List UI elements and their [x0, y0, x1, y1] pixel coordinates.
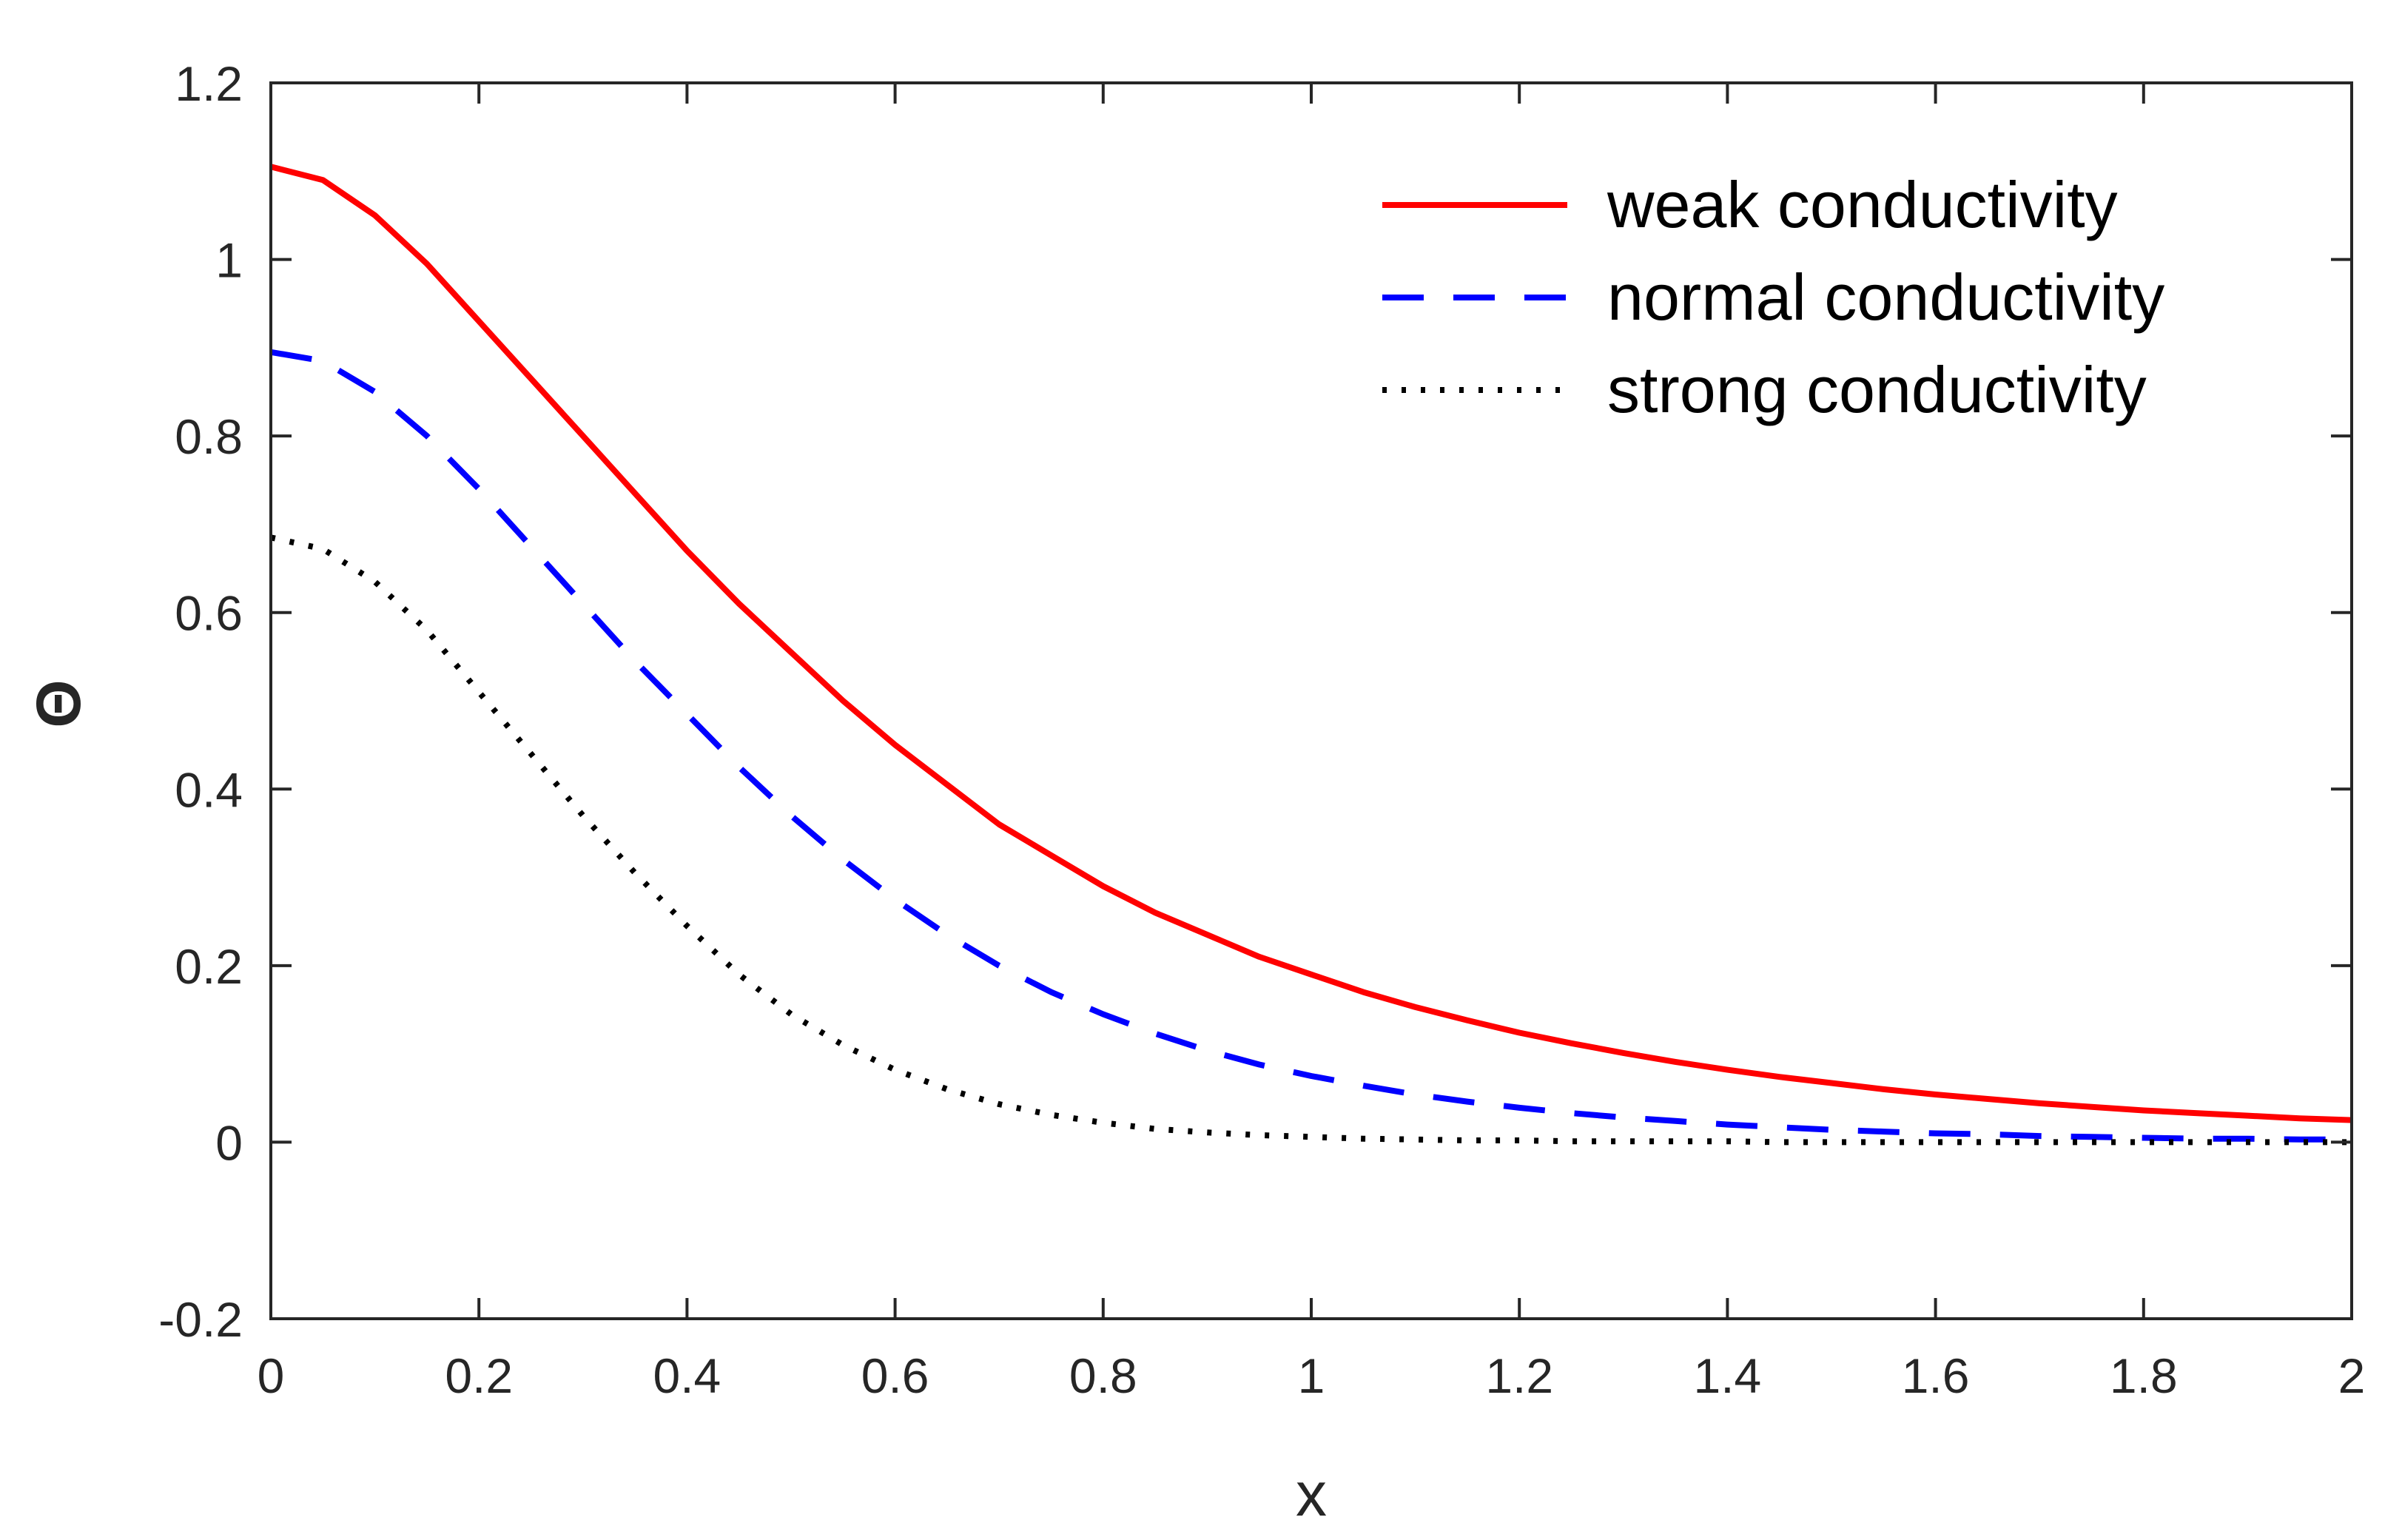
legend-label-1: normal conductivity	[1607, 260, 2164, 334]
series-line-0	[270, 164, 2352, 1123]
legend: weak conductivity normal conductivity stro…	[1382, 168, 2164, 426]
x-tick-label: 0.8	[1069, 1348, 1137, 1403]
x-axis-label: x	[1296, 1459, 1327, 1529]
x-tick-label: 1.6	[1902, 1348, 1970, 1403]
legend-label-0: weak conductivity	[1607, 168, 2118, 241]
y-tick-label: 0.2	[175, 939, 243, 994]
y-tick-label: 0	[215, 1115, 243, 1170]
x-tick-label: 1.2	[1485, 1348, 1553, 1403]
y-tick-label: 1	[215, 233, 243, 288]
legend-label-2: strong conductivity	[1607, 353, 2147, 426]
x-tick-label: 0.6	[861, 1348, 929, 1403]
x-tick-label: 0.2	[445, 1348, 513, 1403]
x-tick-label: 2	[2338, 1348, 2366, 1403]
x-tick-label: 0	[258, 1348, 285, 1403]
x-tick-label: 1.8	[2110, 1348, 2178, 1403]
x-tick-label: 1	[1298, 1348, 1325, 1403]
series-line-1	[270, 349, 2352, 1143]
y-tick-label: 0.6	[175, 586, 243, 641]
series-layer	[270, 164, 2352, 1146]
y-axis-label: Θ	[24, 679, 93, 727]
x-tick-label: 0.4	[653, 1348, 721, 1403]
y-tick-label: 0.8	[175, 409, 243, 464]
y-tick-label: -0.2	[158, 1292, 243, 1347]
y-tick-label: 1.2	[175, 56, 243, 111]
x-tick-label: 1.4	[1694, 1348, 1762, 1403]
tick-layer: 0 0.2 0.4 0.6 0.8 1 1.2 1.4 1.6 1.8 2 -0.2 0 0.2 0.4 0.…	[158, 56, 2365, 1403]
y-tick-label: 0.4	[175, 762, 243, 817]
